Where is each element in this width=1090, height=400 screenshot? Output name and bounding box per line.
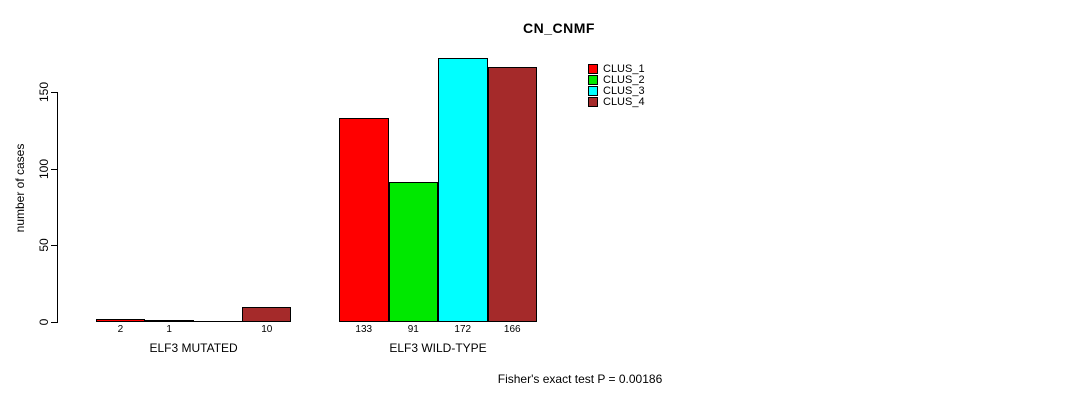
bar-count-label: 133 xyxy=(355,324,373,335)
bar-count-label: 1 xyxy=(166,324,172,335)
legend-swatch-icon xyxy=(588,64,598,74)
bar-count-label: 166 xyxy=(503,324,521,335)
bar-count-label: 10 xyxy=(261,324,273,335)
y-axis-line xyxy=(57,92,58,323)
bar-clus_1-elf3-mutated xyxy=(96,319,145,322)
y-tick-label: 100 xyxy=(37,158,51,180)
legend: CLUS_1 CLUS_2 CLUS_3 CLUS_4 xyxy=(588,64,645,108)
legend-label: CLUS_2 xyxy=(603,74,645,86)
bar-clus_4-elf3-mutated xyxy=(242,307,292,322)
y-tick-mark xyxy=(51,245,57,246)
legend-item: CLUS_3 xyxy=(588,85,645,97)
legend-swatch-icon xyxy=(588,97,598,107)
y-tick-mark xyxy=(51,92,57,93)
legend-item: CLUS_2 xyxy=(588,74,645,86)
bar-clus_3-elf3-wild-type xyxy=(438,58,488,322)
y-tick-label: 50 xyxy=(37,238,51,252)
group-label-elf3-wild-type: ELF3 WILD-TYPE xyxy=(389,341,487,355)
fisher-test-annotation: Fisher's exact test P = 0.00186 xyxy=(497,372,663,386)
y-tick-mark xyxy=(51,322,57,323)
y-tick-label: 0 xyxy=(37,318,51,326)
legend-swatch-icon xyxy=(588,75,598,85)
bar-clus_3-elf3-mutated xyxy=(193,321,243,322)
bar-clus_2-elf3-wild-type xyxy=(388,182,438,322)
bar-clus_4-elf3-wild-type xyxy=(487,67,537,322)
y-tick-mark xyxy=(51,169,57,170)
group-label-elf3-mutated: ELF3 MUTATED xyxy=(149,341,238,355)
legend-item: CLUS_4 xyxy=(588,96,645,108)
y-axis-label: number of cases xyxy=(13,143,27,233)
y-tick-label: 150 xyxy=(37,81,51,103)
bar-count-label: 172 xyxy=(454,324,472,335)
legend-label: CLUS_1 xyxy=(603,63,645,75)
legend-label: CLUS_3 xyxy=(603,85,645,97)
bar-clus_1-elf3-wild-type xyxy=(339,118,389,322)
legend-swatch-icon xyxy=(588,86,598,96)
legend-label: CLUS_4 xyxy=(603,96,645,108)
bar-count-label: 91 xyxy=(407,324,419,335)
bar-count-label: 2 xyxy=(117,324,124,335)
bar-clus_2-elf3-mutated xyxy=(144,320,194,322)
chart-title: CN_CNMF xyxy=(523,20,595,36)
legend-item: CLUS_1 xyxy=(588,63,645,75)
